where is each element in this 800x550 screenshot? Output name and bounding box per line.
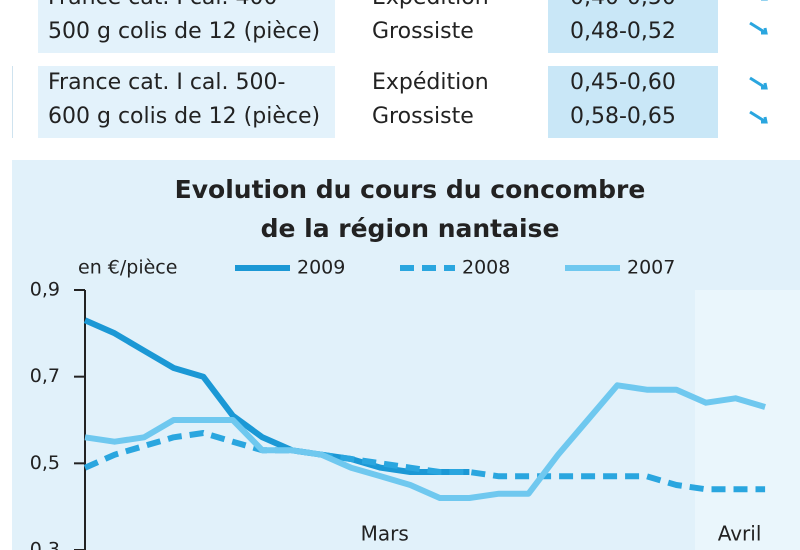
text: 600 g colis de 12 (pièce) — [48, 104, 321, 129]
series-line — [84, 382, 766, 501]
text: 0,40-0,50 — [570, 0, 718, 15]
chart-title: Evolution du cours du concombre — [175, 175, 646, 204]
text: France cat. I cal. 500- — [48, 70, 286, 95]
text: Grossiste — [372, 19, 474, 44]
y-tick-label: 0,9 — [30, 279, 60, 301]
price: 0,40-0,50 0,48-0,52 — [548, 0, 718, 53]
y-tick-label: 0,7 — [30, 365, 60, 387]
month-shade — [695, 290, 800, 550]
product: France cat. I cal. 400- 500 g colis de 12… — [38, 0, 335, 53]
stage: Expédition Grossiste — [372, 66, 542, 138]
text: France cat. I cal. 400- — [48, 0, 335, 15]
text: 0,58-0,65 — [570, 104, 676, 129]
trend-arrows — [749, 0, 768, 35]
y-tick-label: 0,3 — [30, 539, 60, 550]
legend-label: 2008 — [462, 257, 510, 279]
product: France cat. I cal. 500- 600 g colis de 12… — [38, 66, 335, 138]
legend-label: 2009 — [297, 257, 345, 279]
trend-arrows — [749, 76, 768, 124]
text: Expédition — [372, 0, 542, 15]
text: 0,48-0,52 — [570, 19, 676, 44]
x-tick-label: Avril — [718, 522, 762, 546]
rule — [12, 66, 13, 138]
x-tick-label: Mars — [361, 522, 409, 546]
series-line — [83, 317, 470, 475]
text: Grossiste — [372, 104, 474, 129]
y-axis-label: en €/pièce — [78, 257, 177, 279]
stage: Expédition Grossiste — [372, 0, 542, 53]
text: 0,45-0,60 — [570, 70, 676, 95]
table-row: France cat. I cal. 400- 500 g colis de 12… — [0, 0, 800, 53]
text: 500 g colis de 12 (pièce) — [48, 19, 321, 44]
chart: Evolution du cours du concombre de la ré… — [12, 160, 800, 550]
y-tick-label: 0,5 — [30, 452, 60, 474]
table-row: France cat. I cal. 500- 600 g colis de 12… — [0, 66, 800, 138]
chart-title: de la région nantaise — [261, 214, 560, 243]
series-line — [83, 430, 766, 493]
legend-label: 2007 — [627, 257, 675, 279]
price: 0,45-0,60 0,58-0,65 — [548, 66, 718, 138]
text: Expédition — [372, 70, 489, 95]
